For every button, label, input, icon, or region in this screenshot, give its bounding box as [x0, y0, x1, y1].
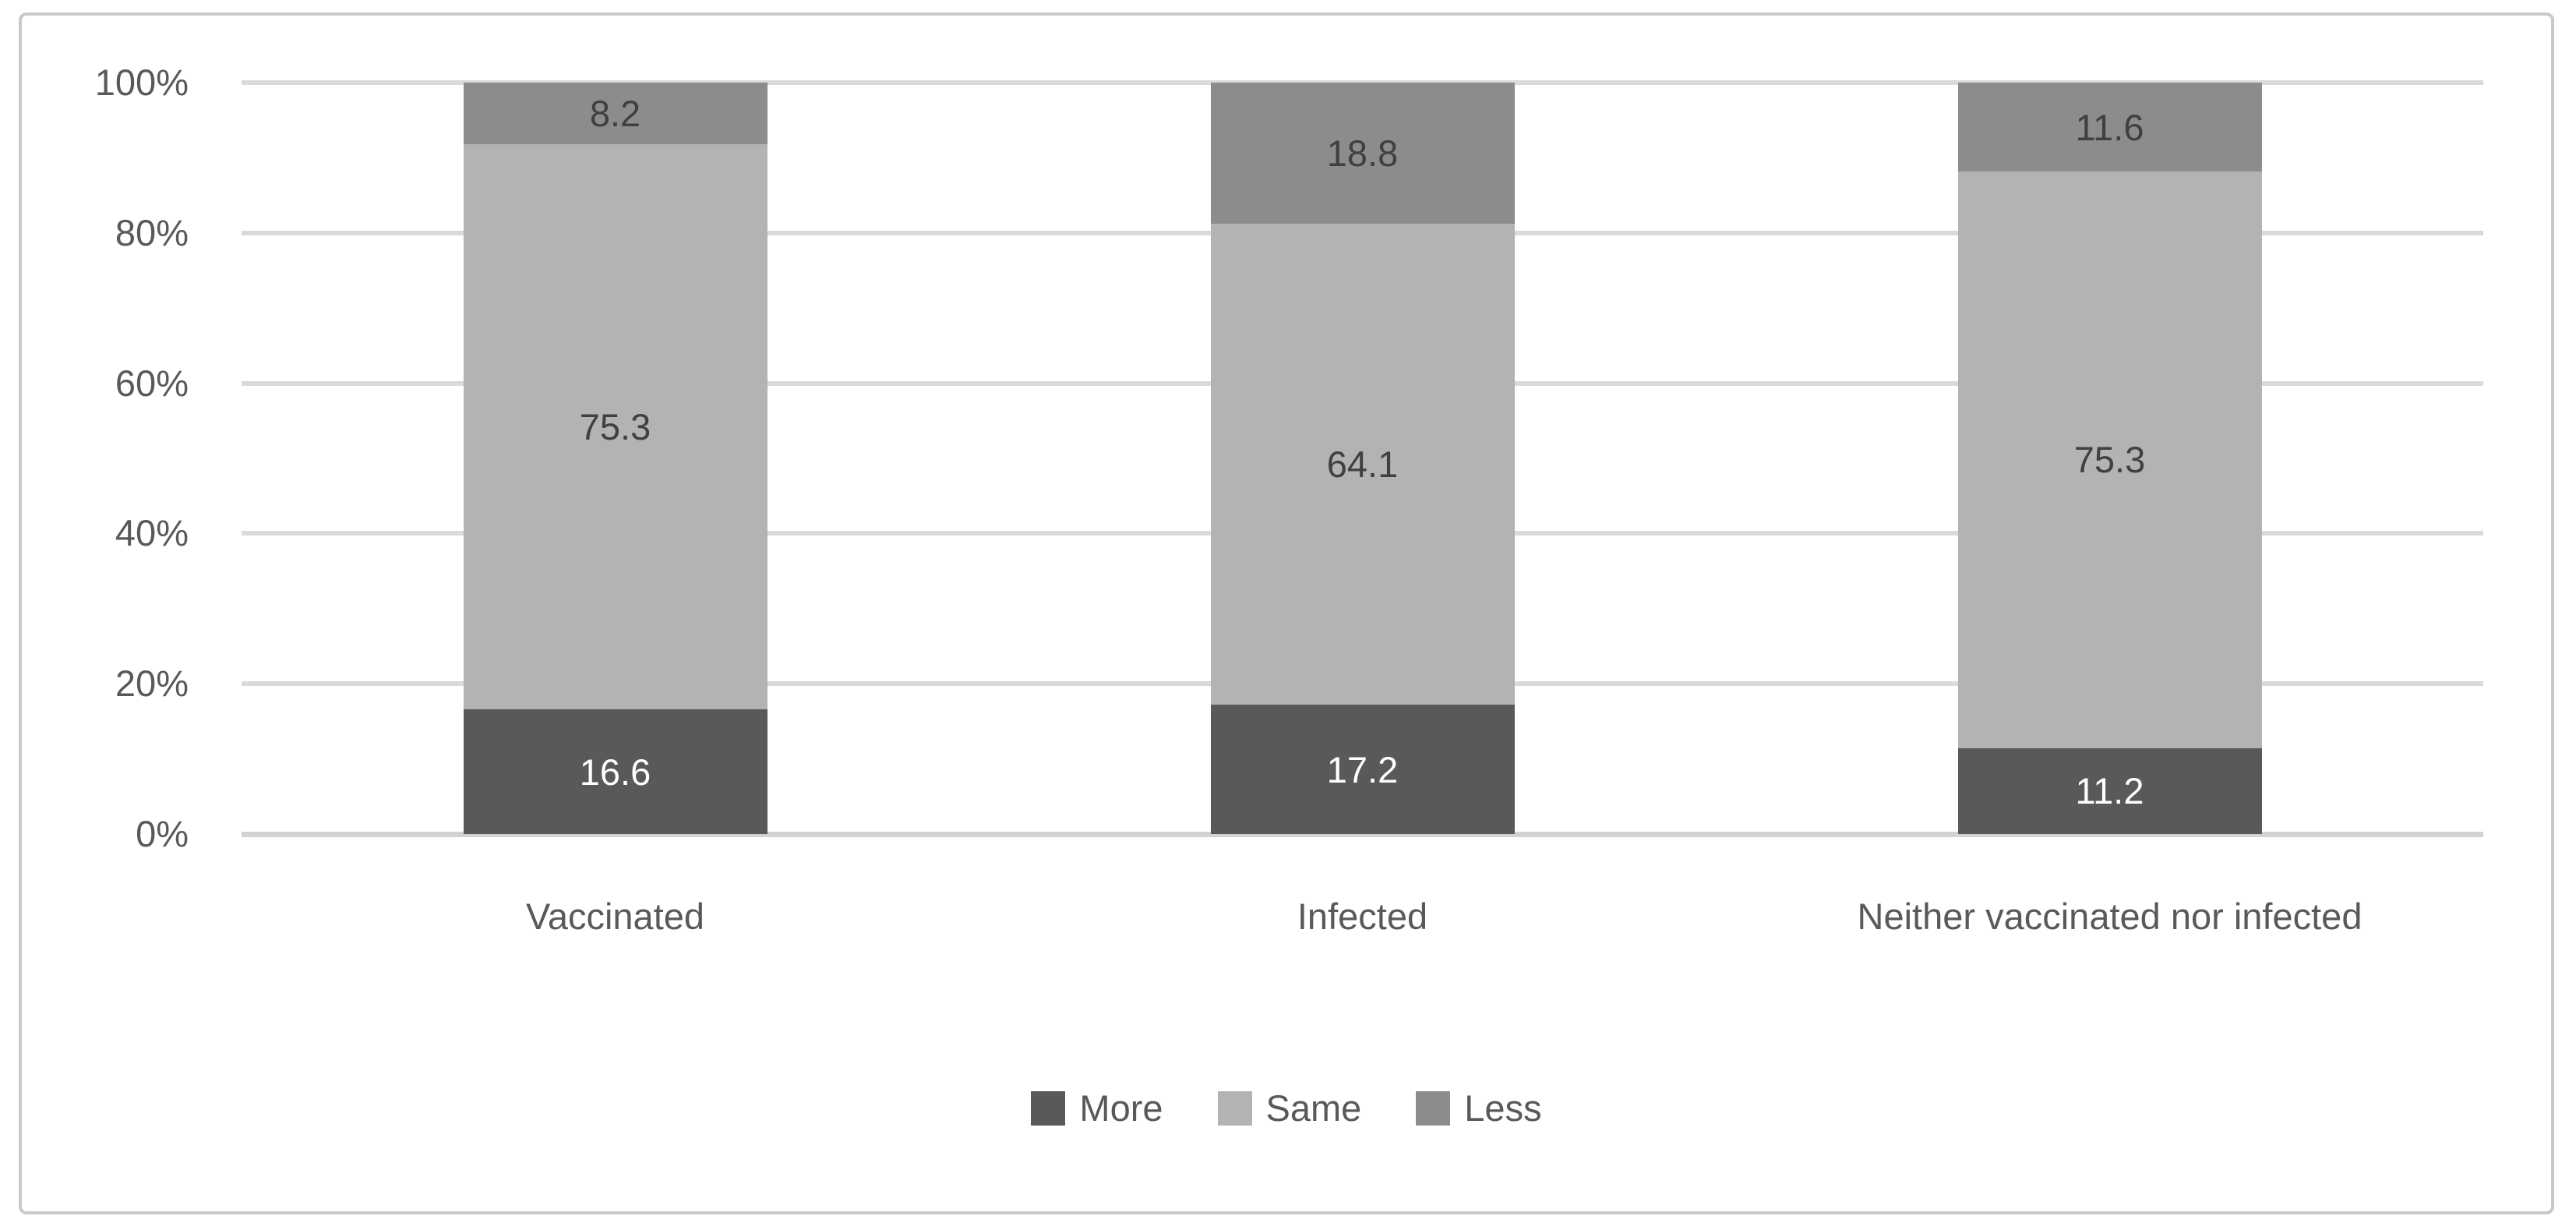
legend-label: Same: [1265, 1087, 1362, 1129]
data-label-less: 18.8: [1326, 133, 1399, 175]
data-label-same: 64.1: [1326, 444, 1399, 486]
bar-segment-more: 16.6: [463, 709, 768, 834]
y-tick-label-100: 100%: [94, 62, 189, 103]
gridline-100: [242, 80, 2483, 85]
data-label-more: 17.2: [1326, 748, 1399, 790]
y-tick-label-60: 60%: [115, 362, 189, 404]
bar-segment-more: 11.2: [1957, 748, 2262, 834]
bar-segment-same: 75.3: [1957, 171, 2262, 748]
bar-slot-2: 17.2 64.1 18.8: [989, 83, 1736, 834]
category-label-2: Infected: [1297, 896, 1428, 937]
figure-frame: 0% 20% 40% 60% 80% 100% 16.6 75.3 8.2 17.2 64.1 18…: [19, 12, 2554, 1214]
bar-slot-3: 11.2 75.3 11.6: [1736, 83, 2483, 834]
y-tick-label-40: 40%: [115, 512, 189, 554]
data-label-less: 11.6: [2075, 106, 2144, 148]
legend-swatch-icon: [1416, 1090, 1451, 1126]
legend-label: More: [1079, 1087, 1163, 1129]
bar-segment-more: 17.2: [1210, 705, 1515, 834]
stacked-bar-chart: 0% 20% 40% 60% 80% 100% 16.6 75.3 8.2 17.2 64.1 18…: [22, 16, 2551, 1211]
legend-item-less: Less: [1416, 1087, 1542, 1129]
bar-slot-1: 16.6 75.3 8.2: [242, 83, 989, 834]
x-label-cell-1: Vaccinated: [242, 890, 989, 943]
category-label-1: Vaccinated: [525, 896, 705, 937]
chart-legend: More Same Less: [22, 1090, 2551, 1126]
bar-neither-vaccinated-nor-infected: 11.2 75.3 11.6: [1957, 83, 2262, 834]
data-label-same: 75.3: [2073, 439, 2146, 481]
bar-vaccinated: 16.6 75.3 8.2: [463, 83, 768, 834]
legend-swatch-icon: [1217, 1090, 1252, 1126]
legend-item-more: More: [1031, 1090, 1163, 1126]
category-label-3: Neither vaccinated nor infected: [1857, 896, 2363, 937]
y-tick-label-0: 0%: [136, 813, 189, 854]
data-label-same: 75.3: [579, 406, 651, 448]
x-label-cell-2: Infected: [989, 890, 1736, 943]
legend-item-same: Same: [1217, 1087, 1362, 1129]
x-label-cell-3: Neither vaccinated nor infected: [1736, 890, 2483, 943]
bar-segment-less: 8.2: [463, 83, 768, 144]
bar-segment-same: 75.3: [463, 143, 768, 710]
bar-segment-less: 18.8: [1210, 83, 1515, 224]
y-tick-label-20: 20%: [115, 663, 189, 705]
data-label-more: 16.6: [579, 751, 651, 793]
bar-segment-same: 64.1: [1210, 224, 1515, 705]
bar-segment-less: 11.6: [1957, 83, 2262, 172]
data-label-less: 8.2: [589, 93, 641, 134]
legend-swatch-icon: [1031, 1090, 1066, 1126]
gridline-0: [242, 832, 2483, 837]
bars-plot-area: 16.6 75.3 8.2 17.2 64.1 18.8 11.2 75.3 11.6: [242, 83, 2483, 834]
legend-label: Less: [1464, 1087, 1542, 1129]
bar-infected: 17.2 64.1 18.8: [1210, 83, 1515, 834]
y-tick-label-80: 80%: [115, 211, 189, 253]
data-label-more: 11.2: [2075, 770, 2144, 812]
x-axis-category-labels: Vaccinated Infected Neither vaccinated nor…: [242, 890, 2483, 943]
